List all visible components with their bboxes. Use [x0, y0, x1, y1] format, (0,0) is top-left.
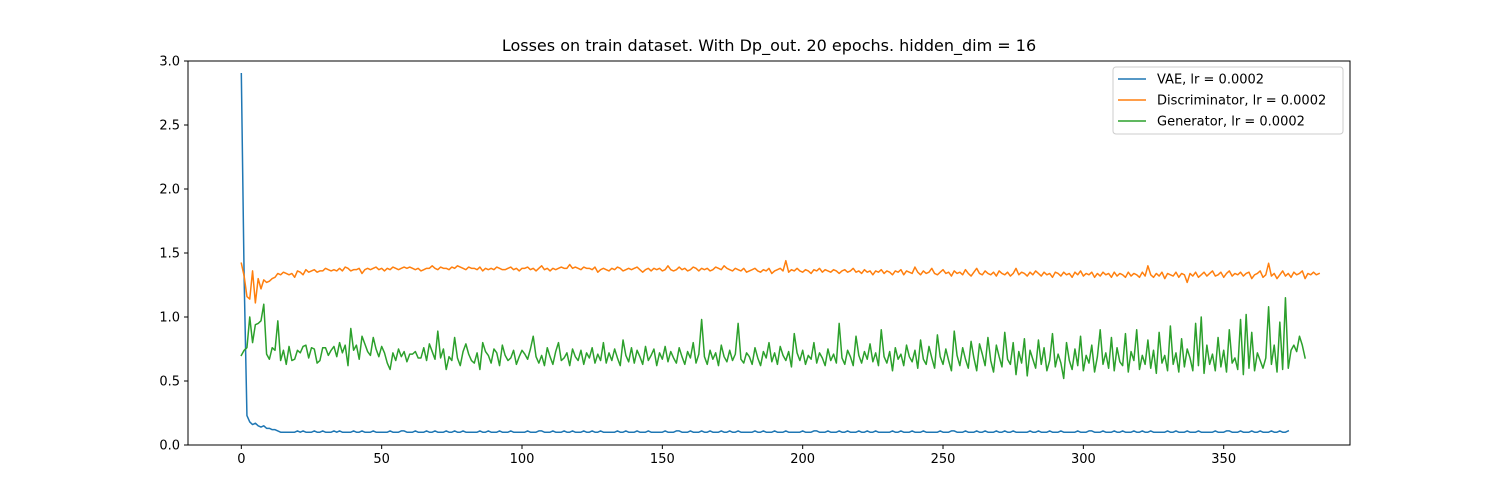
x-tick-label: 200: [790, 452, 815, 467]
x-tick-label: 250: [931, 452, 956, 467]
legend: VAE, lr = 0.0002 Discriminator, lr = 0.00…: [1112, 66, 1344, 135]
legend-label: VAE, lr = 0.0002: [1157, 73, 1264, 88]
chart-title: Losses on train dataset. With Dp_out. 20…: [502, 36, 1036, 56]
y-tick-label: 1.5: [159, 247, 180, 262]
x-tick-label: 100: [510, 452, 535, 467]
y-tick-label: 3.0: [159, 55, 180, 70]
legend-box: [1112, 66, 1344, 135]
series-line-vae: [240, 73, 1290, 433]
plot-area: [240, 73, 1321, 433]
series-line-discriminator: [240, 259, 1321, 304]
x-tick-label: 0: [237, 452, 245, 467]
axis-ticks: 0 50 100 150 200 250 300 350 0.0 0.5 1.0 1.5 2.0 2.5 3…: [159, 55, 1236, 468]
x-tick-label: 350: [1211, 452, 1236, 467]
x-tick-label: 300: [1071, 452, 1096, 467]
series-line-generator: [240, 297, 1306, 380]
x-tick-label: 50: [373, 452, 390, 467]
legend-label: Discriminator, lr = 0.0002: [1157, 94, 1326, 109]
y-tick-label: 0.0: [159, 439, 180, 454]
y-tick-label: 1.0: [159, 311, 180, 326]
x-tick-label: 150: [650, 452, 675, 467]
legend-label: Generator, lr = 0.0002: [1157, 115, 1305, 130]
y-tick-label: 0.5: [159, 375, 180, 390]
y-tick-label: 2.5: [159, 119, 180, 134]
y-tick-label: 2.0: [159, 183, 180, 198]
